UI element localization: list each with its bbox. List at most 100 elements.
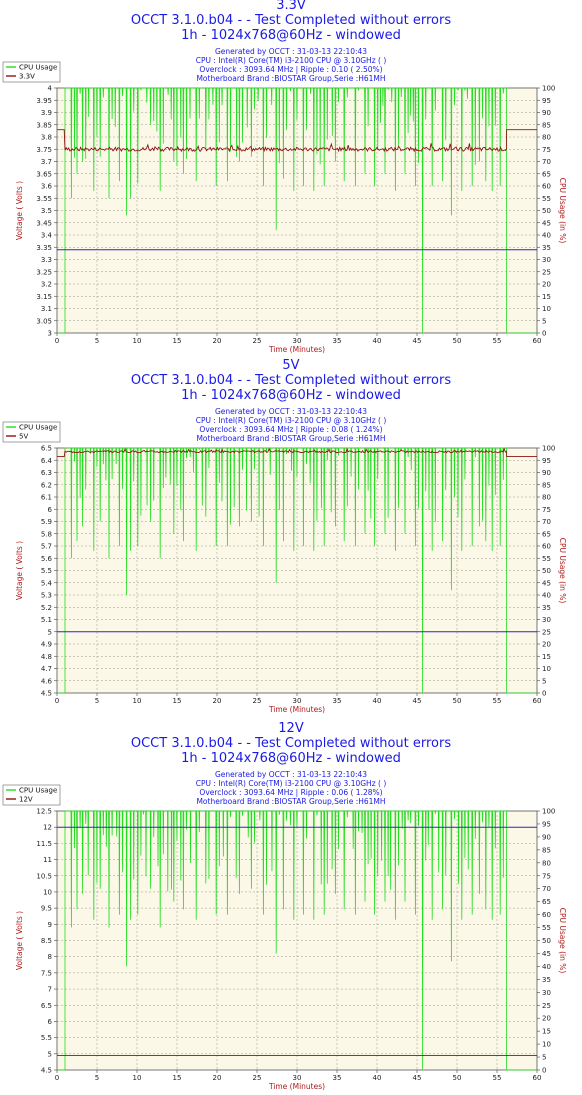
- y-tick-label: 3.55: [36, 195, 52, 203]
- y2-tick-label: 40: [542, 963, 551, 971]
- y2-axis-label: CPU Usage (in %): [558, 178, 567, 244]
- info-line-2: CPU : Intel(R) Core(TM) i3-2100 CPU @ 3.…: [195, 779, 387, 788]
- y2-tick-label: 10: [542, 1041, 551, 1049]
- y2-tick-label: 60: [542, 911, 551, 919]
- x-tick-label: 40: [373, 697, 382, 705]
- y2-tick-label: 30: [542, 256, 551, 264]
- y2-tick-label: 50: [542, 937, 551, 945]
- y2-tick-label: 10: [542, 665, 551, 673]
- y-tick-label: 5: [48, 1050, 52, 1058]
- chart-subtitle-2: 1h - 1024x768@60Hz - windowed: [181, 751, 401, 766]
- y2-tick-label: 90: [542, 469, 551, 477]
- chart-plot-5v: 4.5 4.6 4.7 4.8 4.9 5 5.1 5.2 5.3 5.4 5.5 5.6 5.7 5.8…: [2, 421, 567, 714]
- y-tick-label: 12.5: [36, 808, 52, 816]
- x-tick-label: 40: [373, 337, 382, 345]
- info-line-3: Overclock : 3093.64 MHz | Ripple : 0.06 …: [199, 788, 383, 797]
- y-tick-label: 9: [48, 921, 52, 929]
- y-tick-label: 8.5: [41, 937, 52, 945]
- y-tick-label: 3.85: [36, 121, 52, 129]
- info-line-1: Generated by OCCT : 31-03-13 22:10:43: [214, 407, 368, 416]
- y-tick-label: 4.5: [41, 1067, 52, 1075]
- legend-box: [2, 784, 61, 806]
- y2-tick-label: 95: [542, 97, 551, 105]
- x-axis-label: Time (Minutes): [268, 345, 325, 354]
- y-tick-label: 3.25: [36, 268, 52, 276]
- y-tick-label: 5.1: [41, 616, 52, 624]
- x-tick-label: 15: [173, 1074, 182, 1082]
- y2-tick-label: 35: [542, 604, 551, 612]
- x-tick-label: 50: [453, 697, 462, 705]
- x-tick-label: 0: [55, 697, 59, 705]
- x-tick-label: 25: [253, 337, 262, 345]
- x-tick-label: 0: [55, 1074, 59, 1082]
- y-tick-label: 3.35: [36, 244, 52, 252]
- y-tick-label: 12: [43, 824, 52, 832]
- y-tick-label: 3.15: [36, 293, 52, 301]
- y2-tick-label: 10: [542, 305, 551, 313]
- y2-tick-label: 70: [542, 158, 551, 166]
- x-tick-label: 10: [133, 697, 142, 705]
- cpu-usage-line: [57, 810, 537, 1071]
- y-tick-label: 3.4: [41, 232, 53, 240]
- y2-tick-label: 5: [542, 677, 546, 685]
- chart-title: 5V: [282, 358, 300, 373]
- y-tick-label: 3.8: [41, 134, 52, 142]
- x-tick-label: 45: [413, 697, 422, 705]
- x-tick-label: 5: [95, 1074, 99, 1082]
- y-tick-label: 9.5: [41, 905, 52, 913]
- legend-label-voltage: 12V: [19, 796, 33, 804]
- chart-title: 3.3V: [276, 0, 306, 13]
- chart-plot-3v: 3 3.05 3.1 3.15 3.2 3.25 3.3 3.35 3.4 3.45 3.5 3.55…: [2, 61, 567, 354]
- y2-tick-label: 40: [542, 232, 551, 240]
- y-tick-label: 7.5: [41, 969, 52, 977]
- y2-tick-label: 55: [542, 555, 551, 563]
- x-tick-label: 10: [133, 1074, 142, 1082]
- y2-tick-label: 75: [542, 146, 551, 154]
- y2-tick-label: 55: [542, 195, 551, 203]
- y2-tick-label: 100: [542, 85, 555, 93]
- y2-tick-label: 80: [542, 494, 551, 502]
- y2-tick-label: 35: [542, 244, 551, 252]
- cpu-usage-line: [57, 87, 537, 334]
- x-axis-label: Time (Minutes): [268, 1082, 325, 1091]
- y-tick-label: 4.5: [41, 690, 52, 698]
- y-tick-label: 6.5: [41, 445, 52, 453]
- legend-box: [2, 61, 61, 83]
- x-tick-label: 20: [213, 697, 222, 705]
- y-axis-label: Voltage ( Volts ): [15, 911, 24, 970]
- x-tick-label: 20: [213, 1074, 222, 1082]
- info-line-4: Motherboard Brand :BIOSTAR Group,Serie :…: [196, 434, 386, 443]
- y-tick-label: 11: [43, 856, 52, 864]
- legend-label-cpu: CPU Usage: [19, 424, 57, 432]
- info-line-3: Overclock : 3093.64 MHz | Ripple : 0.10 …: [199, 65, 383, 74]
- chart-plot-12v: 4.5 5 5.5 6 6.5 7 7.5 8 8.5 9 9.5 10 10.5 11 11.5 12 12.…: [2, 784, 567, 1091]
- y-tick-label: 4.9: [41, 641, 52, 649]
- y-tick-label: 5.4: [41, 579, 53, 587]
- y-tick-label: 3.1: [41, 305, 52, 313]
- y-tick-label: 3.9: [41, 109, 52, 117]
- y2-tick-label: 45: [542, 579, 551, 587]
- y2-tick-label: 25: [542, 628, 551, 636]
- x-tick-label: 30: [293, 1074, 302, 1082]
- info-line-3: Overclock : 3093.64 MHz | Ripple : 0.08 …: [199, 425, 383, 434]
- info-line-4: Motherboard Brand :BIOSTAR Group,Serie :…: [196, 797, 386, 806]
- y2-tick-label: 30: [542, 616, 551, 624]
- chart-panel-3v: 3.3V OCCT 3.1.0.b04 - - Test Completed w…: [0, 0, 582, 356]
- y2-tick-label: 45: [542, 219, 551, 227]
- y2-tick-label: 40: [542, 592, 551, 600]
- y2-tick-label: 20: [542, 1015, 551, 1023]
- y2-tick-label: 25: [542, 268, 551, 276]
- y2-tick-label: 60: [542, 183, 551, 191]
- y-tick-label: 6.1: [41, 494, 52, 502]
- y2-tick-label: 35: [542, 976, 551, 984]
- y2-tick-label: 95: [542, 820, 551, 828]
- y-tick-label: 5.9: [41, 518, 52, 526]
- y2-tick-label: 60: [542, 543, 551, 551]
- chart-subtitle: OCCT 3.1.0.b04 - - Test Completed withou…: [130, 13, 452, 28]
- cpu-usage-line: [57, 447, 537, 694]
- x-axis-label: Time (Minutes): [268, 705, 325, 714]
- y-tick-label: 3.5: [41, 207, 52, 215]
